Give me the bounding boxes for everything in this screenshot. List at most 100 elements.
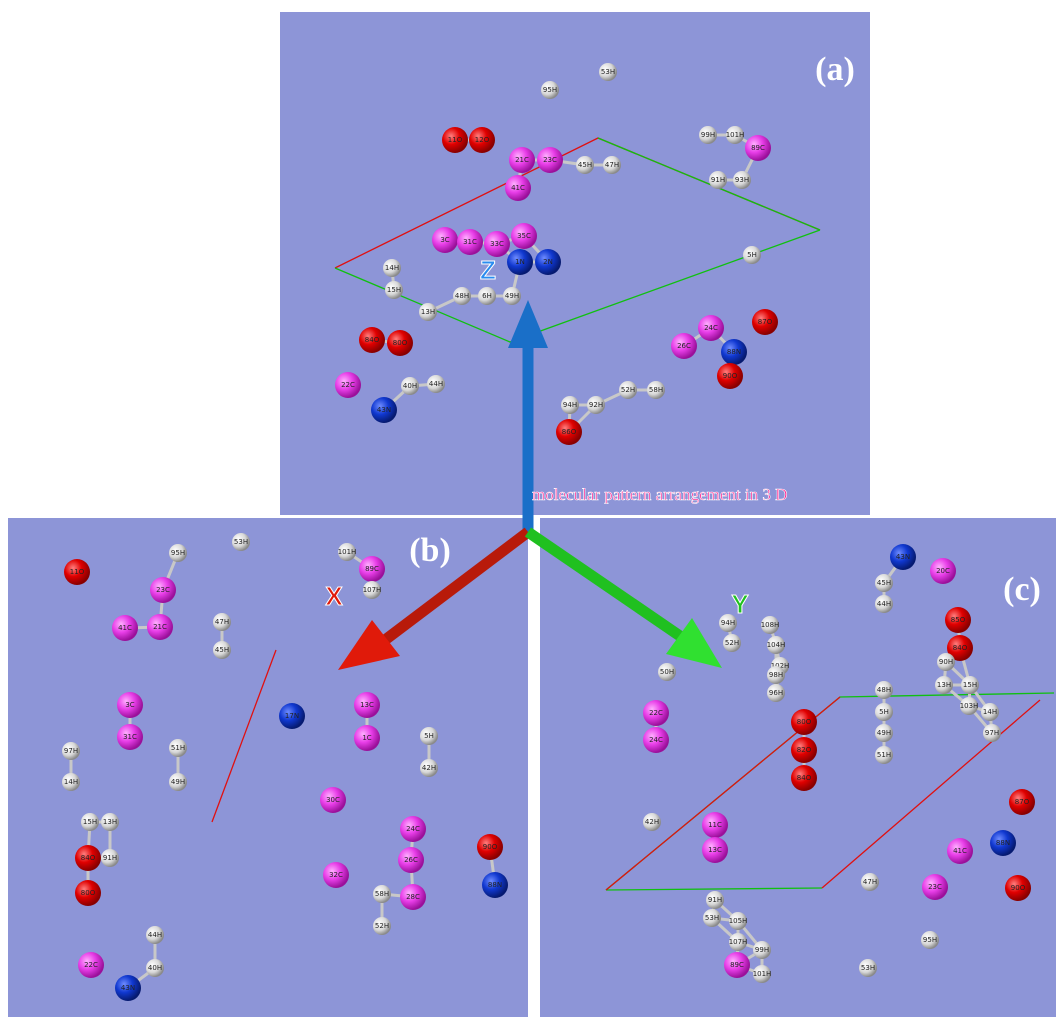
- atom-label: 86O: [562, 428, 577, 436]
- atom-label: 42H: [422, 764, 436, 772]
- atom-label: 93H: [735, 176, 749, 184]
- atom-label: 105H: [729, 917, 748, 925]
- atom-label: 43N: [896, 553, 910, 561]
- atom-label: 23C: [928, 883, 942, 891]
- atom-label: 35C: [517, 232, 531, 240]
- atom-label: 49H: [171, 778, 185, 786]
- atom-label: 88N: [996, 839, 1010, 847]
- atom-label: 31C: [123, 733, 137, 741]
- atom-label: 13H: [937, 681, 951, 689]
- atom-label: 90H: [939, 658, 953, 666]
- atom-label: 40H: [403, 382, 417, 390]
- atom-label: 47H: [215, 618, 229, 626]
- atom-label: 3C: [440, 236, 449, 244]
- atom-label: 80O: [81, 889, 96, 897]
- atom-label: 85O: [951, 616, 966, 624]
- atom-label: 13C: [708, 846, 722, 854]
- axis-z-label: Z: [480, 255, 496, 285]
- caption: molecular pattern arrangement in 3 D: [532, 485, 787, 504]
- atom-label: 107H: [729, 938, 748, 946]
- atom-label: 14H: [64, 778, 78, 786]
- atom-label: 97H: [985, 729, 999, 737]
- atom-label: 22C: [649, 709, 663, 717]
- atom-label: 48H: [877, 686, 891, 694]
- atom-label: 82O: [797, 746, 812, 754]
- atom-label: 45H: [578, 161, 592, 169]
- atom-label: 98H: [769, 671, 783, 679]
- atom-label: 97H: [64, 747, 78, 755]
- atom-label: 11O: [448, 136, 463, 144]
- atom-label: 24C: [649, 736, 663, 744]
- atom-label: 101H: [726, 131, 745, 139]
- atom-label: 41C: [953, 847, 967, 855]
- atom-label: 94H: [563, 401, 577, 409]
- atom-label: 40H: [148, 964, 162, 972]
- atom-label: 17N: [285, 712, 299, 720]
- atom-label: 14H: [385, 264, 399, 272]
- atom-label: 89C: [365, 565, 379, 573]
- atom-label: 33C: [490, 240, 504, 248]
- atom-label: 11C: [708, 821, 722, 829]
- atom-label: 15H: [83, 818, 97, 826]
- atom-label: 15H: [387, 286, 401, 294]
- atom-label: 48H: [455, 292, 469, 300]
- atom-label: 44H: [877, 600, 891, 608]
- atom-label: 88N: [488, 881, 502, 889]
- atom-label: 103H: [960, 702, 979, 710]
- atom-label: 80O: [393, 339, 408, 347]
- axis-y-label: Y: [731, 589, 748, 619]
- atom-label: 44H: [429, 380, 443, 388]
- atom-label: 90O: [1011, 884, 1026, 892]
- atom-label: 12O: [475, 136, 490, 144]
- atom-label: 13H: [421, 308, 435, 316]
- atom-label: 84O: [953, 644, 968, 652]
- atom-label: 87O: [1015, 798, 1030, 806]
- atom-label: 43N: [377, 406, 391, 414]
- atom-label: 53H: [705, 914, 719, 922]
- atom-label: 1N: [515, 258, 525, 266]
- atom-label: 11O: [70, 568, 85, 576]
- atom-label: 6H: [482, 292, 492, 300]
- atom-label: 22C: [341, 381, 355, 389]
- panel-label: (b): [409, 532, 451, 569]
- atom-label: 22C: [84, 961, 98, 969]
- atom-label: 49H: [505, 292, 519, 300]
- panel-label: (a): [815, 51, 855, 88]
- atom-label: 23C: [543, 156, 557, 164]
- atom-label: 94H: [721, 619, 735, 627]
- atom-label: 3C: [125, 701, 134, 709]
- panel-label: (c): [1003, 571, 1041, 608]
- atom-label: 53H: [601, 68, 615, 76]
- atom-label: 91H: [711, 176, 725, 184]
- atom-label: 51H: [877, 751, 891, 759]
- atom-label: 26C: [404, 856, 418, 864]
- atom-label: 45H: [215, 646, 229, 654]
- atom-label: 15H: [963, 681, 977, 689]
- atom-label: 53H: [234, 538, 248, 546]
- atom-label: 99H: [701, 131, 715, 139]
- atom-label: 88N: [727, 348, 741, 356]
- atom-label: 42H: [645, 818, 659, 826]
- atom-label: 49H: [877, 729, 891, 737]
- atom-label: 5H: [747, 251, 757, 259]
- atom-label: 13C: [360, 701, 374, 709]
- atom-label: 13H: [103, 818, 117, 826]
- atom-label: 95H: [923, 936, 937, 944]
- atom-label: 58H: [375, 890, 389, 898]
- atom-label: 53H: [861, 964, 875, 972]
- atom-label: 24C: [704, 324, 718, 332]
- atom-label: 95H: [543, 86, 557, 94]
- atom-label: 101H: [753, 970, 772, 978]
- atom-label: 23C: [156, 586, 170, 594]
- atom-label: 26C: [677, 342, 691, 350]
- figure: 53H 95H 11O 12O 21C 23C 41C 45H 47H 99H 101H 89C 91H…: [0, 0, 1056, 1017]
- atom-label: 41C: [511, 184, 525, 192]
- atom-label: 90O: [483, 843, 498, 851]
- atom-label: 52H: [725, 639, 739, 647]
- atom-label: 107H: [363, 586, 382, 594]
- atom-label: 104H: [767, 641, 786, 649]
- atom-label: 96H: [769, 689, 783, 697]
- atom-label: 21C: [515, 156, 529, 164]
- atom-label: 32C: [329, 871, 343, 879]
- atom-label: 50H: [660, 668, 674, 676]
